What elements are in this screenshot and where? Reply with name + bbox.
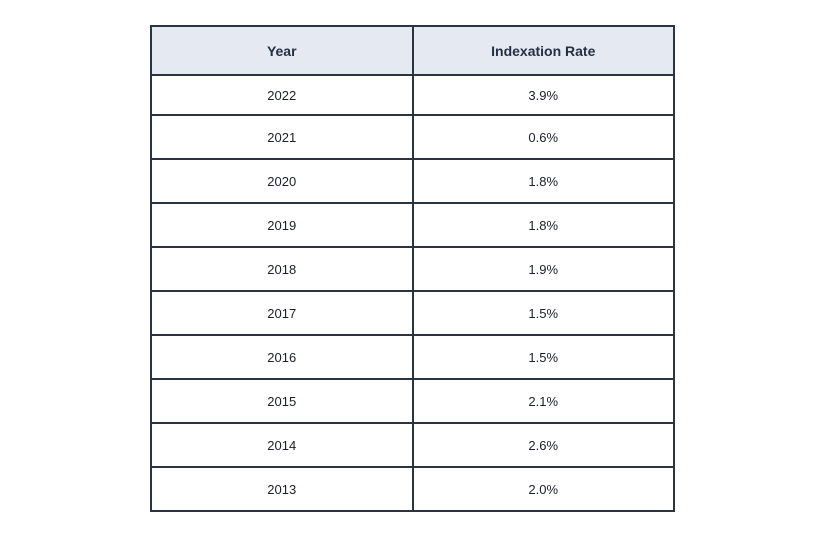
rate-cell: 2.0% [411,466,675,512]
table-header: Year Indexation Rate [150,25,675,76]
year-cell: 2019 [150,202,414,248]
rate-cell: 3.9% [411,74,675,116]
header-row: Year Indexation Rate [150,25,675,76]
rate-cell: 1.8% [411,202,675,248]
year-cell: 2022 [150,74,414,116]
rate-cell: 2.1% [411,378,675,424]
year-cell: 2017 [150,290,414,336]
table-row: 2013 2.0% [150,466,675,512]
year-cell: 2013 [150,466,414,512]
year-cell: 2015 [150,378,414,424]
rate-cell: 1.8% [411,158,675,204]
table-row: 2016 1.5% [150,334,675,380]
rate-cell: 1.5% [411,290,675,336]
table-body: 2022 3.9% 2021 0.6% 2020 1.8% 2019 1.8% … [150,74,675,512]
table-row: 2018 1.9% [150,246,675,292]
year-cell: 2014 [150,422,414,468]
table-row: 2014 2.6% [150,422,675,468]
table-row: 2020 1.8% [150,158,675,204]
table-row: 2017 1.5% [150,290,675,336]
table-row: 2019 1.8% [150,202,675,248]
indexation-table-container: Year Indexation Rate 2022 3.9% 2021 0.6%… [150,25,675,512]
table-row: 2021 0.6% [150,114,675,160]
table-row: 2022 3.9% [150,74,675,116]
rate-cell: 0.6% [411,114,675,160]
year-cell: 2018 [150,246,414,292]
indexation-rate-table: Year Indexation Rate 2022 3.9% 2021 0.6%… [150,25,675,512]
table-row: 2015 2.1% [150,378,675,424]
year-cell: 2020 [150,158,414,204]
year-cell: 2021 [150,114,414,160]
rate-cell: 2.6% [411,422,675,468]
column-header-year: Year [150,25,414,76]
rate-cell: 1.9% [411,246,675,292]
rate-cell: 1.5% [411,334,675,380]
year-cell: 2016 [150,334,414,380]
column-header-indexation-rate: Indexation Rate [411,25,675,76]
